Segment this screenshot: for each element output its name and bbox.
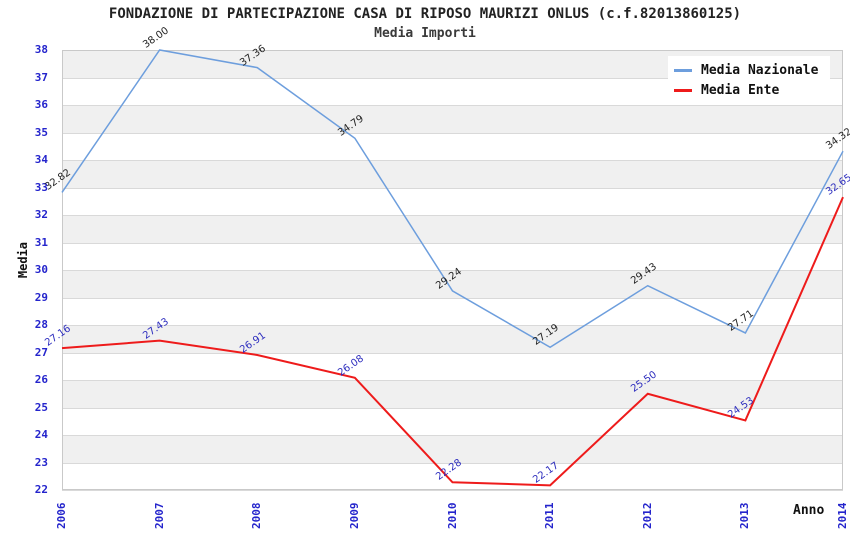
- chart-subtitle: Media Importi: [374, 26, 476, 41]
- x-tick-label: 2013: [738, 502, 752, 530]
- legend-label-media-nazionale: Media Nazionale: [701, 62, 819, 78]
- y-tick-label: 33: [34, 180, 48, 194]
- legend-label-media-ente: Media Ente: [701, 82, 780, 98]
- y-tick-label: 32: [34, 208, 48, 221]
- x-tick-label: 2014: [836, 502, 849, 530]
- y-tick-label: 26: [34, 373, 48, 386]
- x-tick-label: 2010: [445, 502, 459, 530]
- chart-title: FONDAZIONE DI PARTECIPAZIONE CASA DI RIP…: [108, 6, 742, 22]
- y-axis-title: Media: [16, 242, 30, 279]
- y-tick-label: 34: [34, 153, 48, 166]
- y-tick-label: 37: [34, 70, 48, 84]
- x-tick-label: 2008: [250, 502, 264, 530]
- y-tick-label: 27: [34, 345, 48, 359]
- legend: Media Nazionale Media Ente: [668, 56, 830, 104]
- x-tick-label: 2012: [640, 502, 654, 530]
- x-tick-label: 2011: [543, 502, 557, 530]
- y-tick-label: 38: [34, 43, 48, 56]
- y-tick-label: 36: [34, 98, 48, 111]
- y-tick-label: 22: [34, 483, 48, 496]
- legend-swatch-media-ente: [674, 88, 692, 92]
- y-tick-label: 30: [34, 263, 48, 276]
- x-tick-label: 2006: [55, 502, 68, 530]
- x-tick-label: 2009: [347, 502, 361, 530]
- legend-item-media-ente: Media Ente: [674, 80, 824, 100]
- y-tick-label: 29: [34, 290, 48, 304]
- x-tick-label: 2007: [152, 502, 166, 530]
- y-tick-label: 23: [34, 455, 48, 469]
- y-tick-label: 28: [34, 318, 48, 331]
- y-tick-label: 31: [34, 235, 48, 249]
- x-axis-title: Anno: [793, 503, 825, 518]
- legend-swatch-media-nazionale: [674, 68, 692, 72]
- legend-item-media-nazionale: Media Nazionale: [674, 60, 824, 80]
- y-tick-label: 35: [34, 125, 48, 139]
- y-tick-label: 25: [34, 400, 48, 414]
- gridline: [62, 490, 843, 491]
- y-tick-label: 24: [34, 428, 48, 441]
